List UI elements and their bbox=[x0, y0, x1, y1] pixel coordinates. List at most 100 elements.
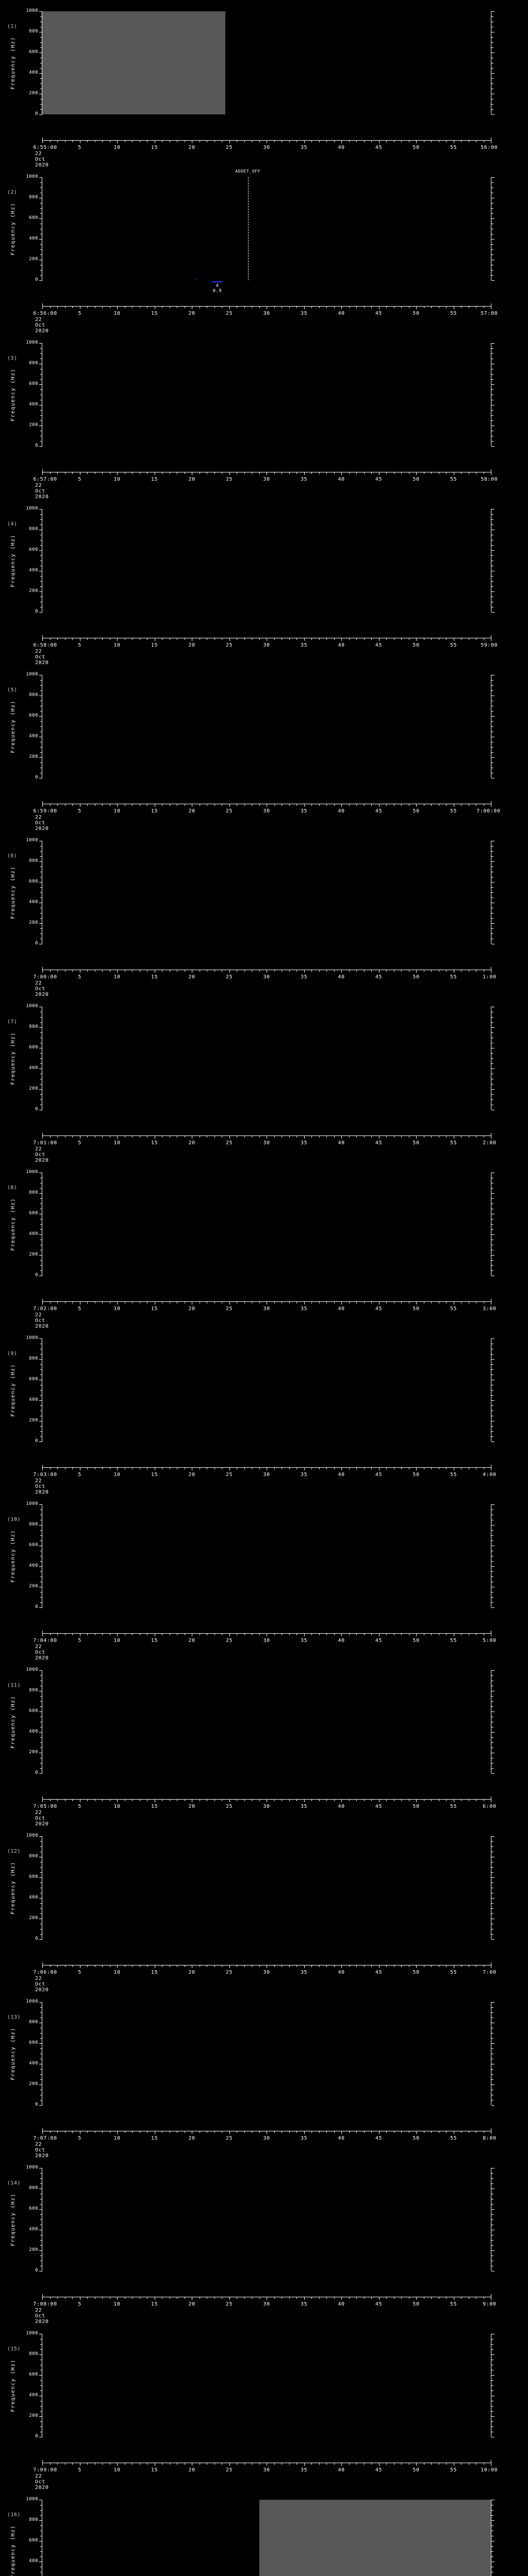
y-tick bbox=[40, 752, 42, 753]
x-tick bbox=[446, 1136, 447, 1138]
x-tick bbox=[378, 638, 380, 641]
y-tick-label: 600 bbox=[29, 215, 38, 221]
y-tick-right bbox=[491, 114, 494, 115]
y-tick bbox=[40, 1022, 42, 1023]
x-tick bbox=[102, 638, 103, 640]
x-tick-label: 4:00 bbox=[483, 1472, 497, 1478]
y-tick-label: 400 bbox=[29, 734, 38, 739]
x-tick bbox=[117, 1301, 118, 1304]
x-tick-label: 5 bbox=[78, 1804, 81, 1809]
x-tick-label: 40 bbox=[338, 1804, 345, 1809]
x-tick bbox=[401, 1467, 402, 1469]
y-tick-label: 200 bbox=[29, 422, 38, 428]
y-tick-label: 0 bbox=[35, 2102, 38, 2107]
y-tick-label: 1000 bbox=[26, 1335, 38, 1341]
x-tick-label: 50 bbox=[412, 1140, 420, 1146]
x-tick-label: 50 bbox=[412, 642, 420, 648]
x-tick bbox=[431, 1799, 432, 1801]
x-tick bbox=[326, 306, 327, 308]
x-tick bbox=[289, 1467, 290, 1469]
y-tick bbox=[40, 2012, 42, 2013]
date-label-line: Oct bbox=[35, 323, 45, 328]
x-tick-label: 5 bbox=[78, 311, 81, 316]
y-tick-right bbox=[491, 177, 494, 178]
y-tick-right bbox=[491, 897, 493, 898]
x-tick bbox=[416, 2131, 417, 2134]
y-tick-label: 200 bbox=[29, 91, 38, 96]
x-tick bbox=[274, 970, 275, 972]
x-tick bbox=[296, 1633, 297, 1635]
x-tick bbox=[259, 140, 260, 142]
y-tick-right bbox=[491, 410, 493, 411]
x-tick bbox=[401, 306, 402, 308]
x-tick-label: 20 bbox=[188, 1804, 195, 1809]
date-label-line: 22 bbox=[35, 317, 42, 323]
y-tick bbox=[40, 2380, 42, 2381]
panel-number: (7) bbox=[7, 1019, 18, 1025]
y-tick-right bbox=[491, 2245, 493, 2246]
y-tick bbox=[40, 1198, 42, 1199]
x-tick bbox=[341, 140, 342, 143]
x-tick bbox=[341, 1136, 342, 1139]
y-tick-right bbox=[491, 1773, 494, 1774]
x-tick bbox=[57, 1467, 58, 1469]
x-tick bbox=[214, 2463, 215, 2465]
x-tick bbox=[446, 2463, 447, 2465]
x-tick-label: 45 bbox=[375, 1140, 383, 1146]
x-tick-label: 15 bbox=[151, 1472, 158, 1478]
y-tick-right bbox=[491, 1540, 493, 1541]
x-tick bbox=[349, 1799, 350, 1801]
x-tick-label: 20 bbox=[188, 642, 195, 648]
date-label-line: Oct bbox=[35, 488, 45, 494]
date-label: 22 Oct 2020 bbox=[35, 2308, 48, 2325]
y-tick-label: 200 bbox=[29, 257, 38, 262]
y-tick-label: 200 bbox=[29, 588, 38, 594]
x-tick-label: 30 bbox=[263, 1970, 270, 1975]
x-tick bbox=[244, 1301, 245, 1303]
x-tick bbox=[378, 2131, 380, 2134]
y-tick-label: 600 bbox=[29, 1874, 38, 1879]
x-axis-endcap bbox=[42, 138, 43, 141]
panel-number: (1) bbox=[7, 24, 18, 29]
x-tick bbox=[42, 2131, 43, 2134]
y-tick bbox=[40, 1032, 42, 1033]
x-tick bbox=[356, 1965, 357, 1967]
x-tick bbox=[304, 140, 305, 143]
y-tick bbox=[40, 514, 42, 515]
x-tick bbox=[311, 1467, 312, 1469]
y-tick bbox=[39, 550, 42, 551]
y-tick bbox=[40, 2510, 42, 2511]
x-tick-label: 56:00 bbox=[481, 145, 498, 150]
spectrogram-panel: 0 200 400 600 800 1000 Frequency (Hz) (14) 7:08:… bbox=[0, 2157, 528, 2325]
x-tick bbox=[214, 1301, 215, 1303]
x-tick bbox=[289, 1799, 290, 1801]
y-tick-right bbox=[491, 11, 494, 12]
x-tick bbox=[274, 638, 275, 640]
plot-area bbox=[42, 2500, 491, 2576]
x-tick bbox=[229, 306, 230, 309]
x-tick-label: 7:00:00 bbox=[476, 808, 501, 814]
y-tick-label: 400 bbox=[29, 2558, 38, 2564]
x-tick bbox=[117, 2297, 118, 2300]
x-tick bbox=[42, 1467, 43, 1470]
x-tick bbox=[259, 1467, 260, 1469]
x-tick-label: 10 bbox=[113, 477, 121, 482]
x-tick bbox=[57, 2297, 58, 2299]
x-tick-label: 35 bbox=[300, 1306, 308, 1312]
y-tick-label: 400 bbox=[29, 402, 38, 407]
x-tick-label: 40 bbox=[338, 808, 345, 814]
date-label-line: 22 bbox=[35, 1810, 42, 1816]
x-tick bbox=[304, 804, 305, 807]
x-tick bbox=[259, 2297, 260, 2299]
x-tick-label: 40 bbox=[338, 311, 345, 316]
x-tick bbox=[57, 1633, 58, 1635]
x-tick bbox=[401, 804, 402, 806]
y-tick-label: 200 bbox=[29, 2247, 38, 2252]
x-tick bbox=[356, 804, 357, 806]
x-tick bbox=[311, 472, 312, 474]
y-tick-right bbox=[491, 104, 493, 105]
y-tick-right bbox=[491, 2178, 493, 2179]
x-tick bbox=[289, 2131, 290, 2133]
y-tick-label: 0 bbox=[35, 1770, 38, 1775]
date-label-line: 22 bbox=[35, 2473, 42, 2479]
